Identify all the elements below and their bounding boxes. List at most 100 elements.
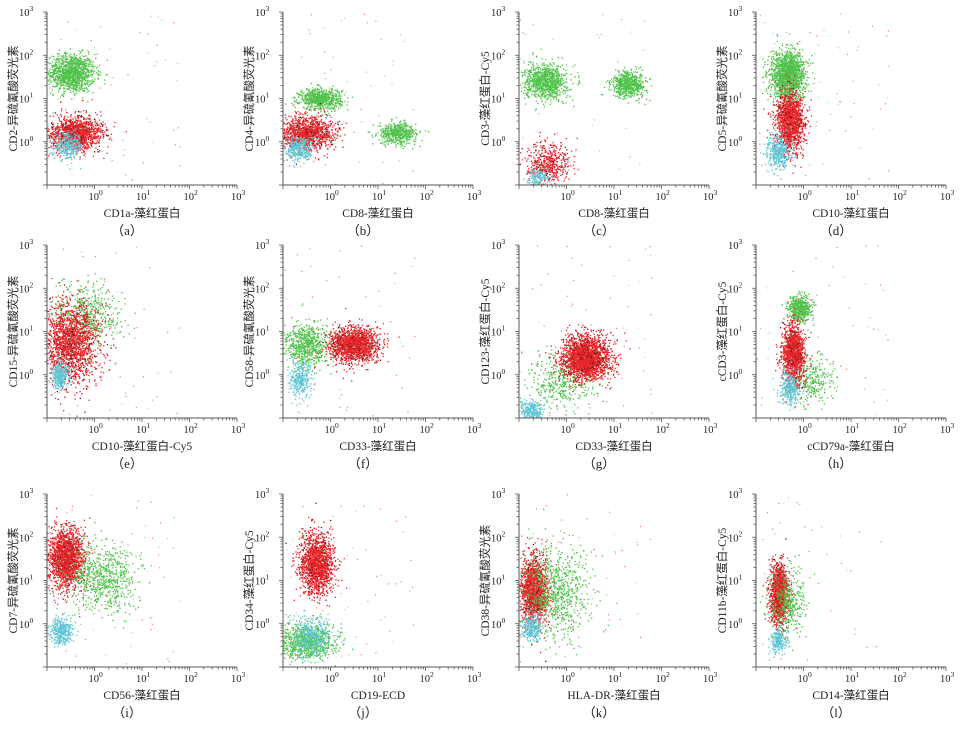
scatter-point: [391, 120, 393, 122]
scatter-point: [321, 140, 323, 143]
scatter-point: [84, 62, 86, 64]
scatter-point: [323, 27, 325, 29]
scatter-point: [63, 148, 65, 150]
scatter-point: [296, 153, 298, 155]
scatter-point: [390, 130, 392, 132]
scatter-point: [305, 143, 307, 145]
scatter-point: [70, 162, 73, 165]
scatter-point: [301, 56, 303, 58]
scatter-point: [313, 94, 315, 96]
scatter-point: [309, 123, 312, 125]
scatter-point: [97, 72, 99, 75]
scatter-point: [83, 76, 85, 78]
scatter-point: [56, 135, 58, 137]
scatter-point: [78, 128, 81, 130]
scatter-point: [82, 89, 84, 91]
scatter-point: [82, 146, 84, 148]
scatter-point: [102, 129, 104, 131]
scatter-point: [321, 101, 324, 103]
scatter-point: [66, 148, 68, 151]
scatter-point: [379, 125, 381, 127]
scatter-point: [71, 120, 74, 123]
scatter-point: [293, 127, 295, 129]
scatter-point: [78, 75, 80, 77]
scatter-point: [74, 127, 76, 129]
scatter-point: [394, 128, 396, 130]
scatter-point: [48, 83, 50, 85]
scatter-point: [53, 130, 55, 133]
scatter-point: [74, 146, 76, 148]
scatter-point: [113, 126, 115, 128]
scatter-point: [398, 143, 400, 145]
scatter-point: [317, 95, 319, 97]
scatter-point: [411, 125, 413, 128]
scatter-point: [86, 133, 88, 135]
scatter-point: [89, 71, 91, 74]
scatter-point: [106, 59, 108, 61]
scatter-point: [337, 135, 339, 137]
scatter-point: [109, 48, 111, 50]
scatter-point: [74, 94, 76, 96]
scatter-point: [69, 89, 71, 91]
scatter-point: [91, 122, 93, 124]
scatter-point: [87, 85, 89, 88]
scatter-point: [85, 62, 88, 64]
scatter-point: [73, 139, 76, 142]
scatter-point: [340, 104, 342, 106]
scatter-point: [293, 96, 295, 98]
scatter-point: [321, 123, 324, 125]
scatter-point: [86, 141, 88, 143]
scatter-point: [80, 85, 82, 88]
scatter-point: [399, 137, 401, 139]
scatter-point: [81, 144, 83, 147]
scatter-point: [395, 138, 397, 140]
scatter-point: [301, 123, 303, 125]
scatter-point: [283, 136, 286, 138]
scatter-point: [320, 143, 322, 145]
scatter-point: [321, 102, 323, 104]
scatter-point: [86, 134, 88, 137]
scatter-point: [284, 143, 286, 145]
scatter-point: [297, 96, 300, 98]
scatter-point: [79, 70, 82, 72]
scatter-point: [287, 140, 289, 142]
scatter-point: [59, 83, 62, 85]
scatter-point: [114, 121, 116, 124]
scatter-point: [330, 107, 332, 110]
scatter-point: [391, 118, 393, 121]
scatter-point: [55, 64, 58, 66]
scatter-point: [54, 64, 56, 66]
scatter-point: [63, 87, 65, 89]
scatter-point: [310, 91, 312, 93]
scatter-point: [288, 115, 290, 117]
scatter-point: [86, 130, 88, 133]
scatter-point: [60, 120, 63, 123]
scatter-point: [63, 88, 65, 90]
scatter-point: [383, 136, 385, 138]
scatter-point: [314, 119, 317, 121]
scatter-point: [316, 87, 319, 89]
scatter-point: [60, 136, 63, 138]
scatter-point: [72, 65, 74, 67]
scatter-point: [58, 80, 60, 82]
scatter-point: [61, 142, 63, 144]
scatter-point: [76, 67, 78, 69]
scatter-point: [74, 65, 77, 67]
scatter-point: [61, 79, 63, 81]
scatter-point: [299, 135, 302, 137]
scatter-point: [60, 122, 63, 124]
scatter-point: [406, 129, 408, 132]
scatter-point: [401, 137, 403, 139]
scatter-point: [329, 102, 331, 104]
scatter-point: [335, 128, 337, 130]
scatter-point: [53, 70, 55, 72]
scatter-point: [71, 63, 73, 66]
scatter-point: [312, 122, 314, 124]
scatter-point: [94, 121, 96, 123]
scatter-point: [69, 62, 71, 64]
scatter-point: [386, 140, 388, 142]
scatter-point: [85, 124, 87, 126]
scatter-point: [80, 140, 82, 142]
scatter-point: [413, 140, 415, 142]
scatter-point: [295, 163, 298, 165]
